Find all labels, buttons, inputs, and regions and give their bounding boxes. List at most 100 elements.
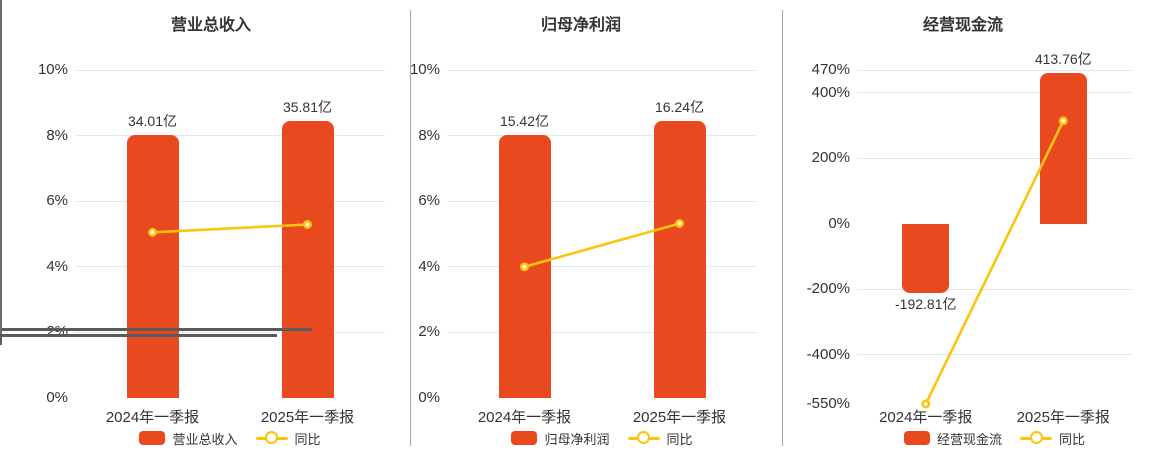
yoy-line-legend-icon <box>627 431 660 445</box>
panel-divider <box>782 10 783 446</box>
bar-value-label: 34.01亿 <box>127 112 178 129</box>
legend: 营业总收入 同比 <box>75 429 385 448</box>
y-axis-tick-label: 0% <box>418 389 440 406</box>
bar-2024年一季报[interactable] <box>902 223 950 293</box>
yoy-line-point[interactable] <box>148 227 158 237</box>
gridline <box>857 354 1132 356</box>
y-axis-line <box>0 0 2 334</box>
legend-label: 同比 <box>1059 431 1086 447</box>
bar-series-swatch-icon <box>903 431 930 445</box>
gridline <box>447 266 757 268</box>
gridline <box>857 157 1132 159</box>
bar-2024年一季报[interactable] <box>126 134 179 398</box>
y-axis-tick-label: -400% <box>806 345 850 363</box>
legend: 经营现金流 同比 <box>857 429 1132 448</box>
yoy-line <box>524 222 680 269</box>
legend: 归母净利润 同比 <box>447 429 757 448</box>
y-axis-tick-label: -200% <box>806 280 850 298</box>
yoy-line-point[interactable] <box>1058 116 1068 126</box>
y-axis-tick-label: 0% <box>828 214 850 232</box>
legend-label: 归母净利润 <box>544 431 610 447</box>
gridline <box>857 69 1132 71</box>
y-axis-tick-label: 4% <box>418 257 440 275</box>
yoy-line-legend-icon <box>1020 431 1052 445</box>
legend-item-yoy-line[interactable]: 同比 <box>255 429 321 448</box>
chart-title: 归母净利润 <box>540 17 621 34</box>
gridline <box>75 266 385 268</box>
yoy-line-ring <box>265 431 278 444</box>
yoy-line-ring <box>637 431 650 444</box>
gridline <box>447 135 757 137</box>
y-axis-tick-label: 0% <box>46 389 68 406</box>
bar-series-swatch-icon <box>139 431 166 445</box>
y-axis-tick-label: 8% <box>418 126 440 144</box>
gridline <box>75 331 385 333</box>
legend-item-yoy-line[interactable]: 同比 <box>627 429 693 448</box>
gridline <box>75 135 385 137</box>
bar-2025年一季报[interactable] <box>281 120 334 398</box>
y-axis-tick-label: 2% <box>418 323 440 341</box>
legend-item-bar-series[interactable]: 经营现金流 <box>903 429 1002 448</box>
legend-label: 营业总收入 <box>172 431 238 447</box>
gridline <box>447 200 757 202</box>
yoy-line-point[interactable] <box>921 399 931 409</box>
x-axis-category-label: 2024年一季报 <box>879 409 973 426</box>
yoy-line-point[interactable] <box>519 262 529 272</box>
y-axis-tick-label: 470% <box>811 61 850 78</box>
legend-label: 同比 <box>666 431 693 447</box>
legend-label: 同比 <box>294 431 321 447</box>
panel-divider <box>410 10 411 446</box>
chart-title: 经营现金流 <box>922 17 1003 34</box>
bar-value-label: -192.81亿 <box>895 295 957 312</box>
bar-value-label: 16.24亿 <box>654 98 705 115</box>
y-axis-tick-label: 400% <box>811 83 850 101</box>
x-axis-tick <box>0 341 2 345</box>
yoy-line <box>924 120 1065 405</box>
y-axis-tick-label: 6% <box>418 192 440 210</box>
y-axis-tick-label: 4% <box>46 257 68 275</box>
y-axis-tick-label: 2% <box>46 323 68 341</box>
bar-value-label: 15.42亿 <box>499 112 550 129</box>
legend-item-yoy-line[interactable]: 同比 <box>1020 429 1085 448</box>
legend-item-bar-series[interactable]: 归母净利润 <box>511 429 610 448</box>
gridline <box>75 69 385 71</box>
legend-label: 经营现金流 <box>936 431 1002 447</box>
bar-2025年一季报[interactable] <box>1039 72 1087 224</box>
yoy-line-legend-icon <box>255 431 288 445</box>
y-axis-tick-label: 8% <box>46 126 68 144</box>
x-axis-category-label: 2025年一季报 <box>260 409 355 426</box>
y-axis-tick-label: 6% <box>46 192 68 210</box>
legend-item-bar-series[interactable]: 营业总收入 <box>139 429 238 448</box>
y-axis-tick-label: -550% <box>806 395 850 412</box>
yoy-line-point[interactable] <box>674 219 684 229</box>
x-axis-category-label: 2024年一季报 <box>105 409 200 426</box>
x-axis-category-label: 2025年一季报 <box>1016 409 1110 426</box>
bar-value-label: 413.76亿 <box>1034 50 1092 67</box>
x-axis-category-label: 2025年一季报 <box>632 409 727 426</box>
yoy-line <box>152 223 308 234</box>
gridline <box>447 331 757 333</box>
gridline <box>447 69 757 71</box>
y-axis-tick-label: 10% <box>37 61 68 78</box>
bar-2025年一季报[interactable] <box>653 120 706 398</box>
bar-value-label: 35.81亿 <box>282 98 333 115</box>
yoy-line-ring <box>1029 431 1043 444</box>
chart-title: 营业总收入 <box>170 17 251 34</box>
x-axis-zero-line <box>0 334 277 337</box>
x-axis-zero-line <box>0 328 312 331</box>
x-axis-category-label: 2024年一季报 <box>477 409 572 426</box>
yoy-line-point[interactable] <box>302 219 312 229</box>
x-axis-tick <box>0 337 2 341</box>
gridline <box>857 288 1132 290</box>
bar-series-swatch-icon <box>511 431 538 445</box>
gridline <box>857 92 1132 94</box>
gridline <box>75 200 385 202</box>
y-axis-tick-label: 200% <box>811 149 850 167</box>
y-axis-tick-label: 10% <box>409 61 440 78</box>
